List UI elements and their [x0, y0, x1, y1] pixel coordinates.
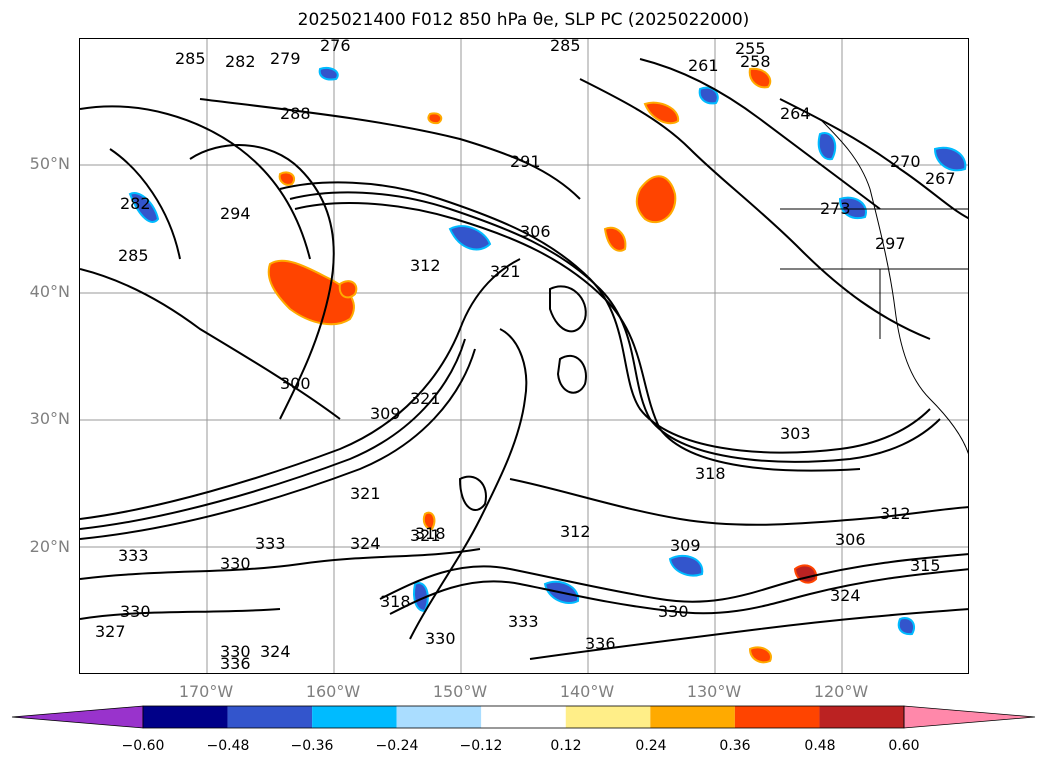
contour-label: 324 [350, 534, 381, 553]
lat-label-20n: 20°N [29, 537, 70, 556]
coastlines [780, 118, 968, 455]
contour-label: 285 [118, 246, 149, 265]
contour-label: 312 [410, 256, 441, 275]
contour-label: 318 [415, 524, 446, 543]
contour-label: 303 [780, 424, 811, 443]
contour-label: 306 [835, 530, 866, 549]
contour-label: 330 [220, 642, 251, 661]
contour-label: 282 [120, 194, 151, 213]
contour-label: 318 [380, 592, 411, 611]
colorbar-border [142, 705, 905, 729]
contour-label: 285 [175, 49, 206, 68]
contour-label: 330 [658, 602, 689, 621]
contour-label: 294 [220, 204, 251, 223]
contour-label: 333 [118, 546, 149, 565]
contour-label-layer: 285 282 279 276 285 255 261 258 288 264 … [95, 39, 956, 673]
colorbar-swatches [11, 705, 1036, 729]
colorbar-swatch [819, 706, 904, 728]
contour-label: 273 [820, 199, 851, 218]
lat-label-30n: 30°N [29, 409, 70, 428]
lon-label-120w: 120°W [813, 682, 869, 701]
contour-label: 258 [740, 52, 771, 71]
contour-label: 306 [520, 222, 551, 241]
colorbar-swatch [650, 706, 735, 728]
contour-label: 333 [508, 612, 539, 631]
contour-label: 330 [120, 602, 151, 621]
contour-label: 333 [255, 534, 286, 553]
colorbar-tick-label: −0.12 [459, 738, 503, 754]
lon-label-140w: 140°W [559, 682, 615, 701]
contour-label: 300 [280, 374, 311, 393]
contour-label: 270 [890, 152, 921, 171]
map-canvas: 285 282 279 276 285 255 261 258 288 264 … [80, 39, 968, 673]
contour-label: 321 [350, 484, 381, 503]
contour-label: 321 [410, 389, 441, 408]
colorbar-tick-label: 0.12 [550, 738, 582, 754]
contour-label: 312 [560, 522, 591, 541]
contour-label: 282 [225, 52, 256, 71]
contour-label: 255 [735, 39, 766, 58]
colorbar-swatch [312, 706, 397, 728]
contour-label: 336 [220, 654, 251, 673]
colorbar-tick-label: −0.24 [375, 738, 419, 754]
contour-label: 327 [95, 622, 126, 641]
map-title: 2025021400 F012 850 hPa θe, SLP PC (2025… [297, 10, 750, 30]
contour-label: 321 [490, 262, 521, 281]
colorbar-swatch [734, 706, 820, 728]
lat-label-50n: 50°N [29, 154, 70, 173]
contour-label: 276 [320, 39, 351, 55]
contour-label: 336 [585, 634, 616, 653]
contour-label: 330 [425, 629, 456, 648]
lon-label-150w: 150°W [432, 682, 488, 701]
contour-label: 291 [510, 152, 541, 171]
colorbar-tick-label: −0.60 [121, 738, 165, 754]
contour-label: 297 [875, 234, 906, 253]
contour-label: 330 [220, 554, 251, 573]
contour-label: 315 [910, 556, 941, 575]
contour-label: 288 [280, 104, 311, 123]
colorbar-swatch [143, 706, 228, 728]
contour-label: 321 [410, 526, 441, 545]
contour-label: 264 [780, 104, 811, 123]
colorbar-tick-label: −0.36 [290, 738, 334, 754]
lat-label-40n: 40°N [29, 282, 70, 301]
colorbar-tick-label: 0.24 [635, 738, 667, 754]
contour-lines [80, 58, 968, 660]
colorbar-extend-low [11, 705, 144, 729]
lon-label-130w: 130°W [686, 682, 742, 701]
map-panel[interactable]: 285 282 279 276 285 255 261 258 288 264 … [79, 38, 969, 674]
shaded-field [128, 67, 967, 664]
colorbar-swatch [565, 706, 651, 728]
colorbar-tick-label: 0.60 [888, 738, 920, 754]
contour-label: 309 [370, 404, 401, 423]
contour-label: 267 [925, 169, 956, 188]
contour-label: 324 [830, 586, 861, 605]
contour-label: 318 [695, 464, 726, 483]
colorbar-swatch [227, 706, 313, 728]
colorbar-swatch [481, 706, 566, 728]
contour-label: 312 [880, 504, 911, 523]
colorbar-swatch [396, 706, 482, 728]
contour-label: 261 [688, 56, 719, 75]
contour-label: 324 [260, 642, 291, 661]
contour-label: 285 [550, 39, 581, 55]
contour-label: 309 [670, 536, 701, 555]
colorbar-tick-label: 0.48 [804, 738, 836, 754]
contour-label: 279 [270, 49, 301, 68]
colorbar-tick-label: −0.48 [206, 738, 250, 754]
lon-label-170w: 170°W [178, 682, 234, 701]
lon-label-160w: 160°W [305, 682, 361, 701]
colorbar-tick-label: 0.36 [719, 738, 751, 754]
colorbar-extend-high [903, 705, 1036, 729]
gridlines [80, 39, 968, 673]
